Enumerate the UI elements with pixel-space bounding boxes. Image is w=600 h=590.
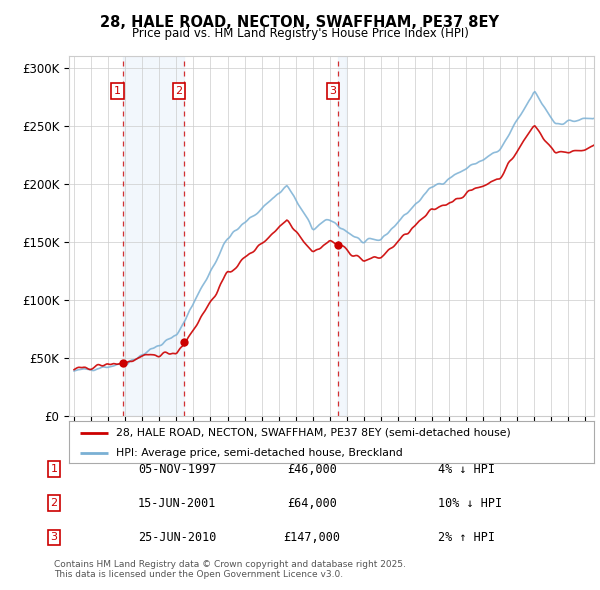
Text: 10% ↓ HPI: 10% ↓ HPI — [438, 497, 502, 510]
Text: 4% ↓ HPI: 4% ↓ HPI — [438, 463, 495, 476]
Text: 05-NOV-1997: 05-NOV-1997 — [138, 463, 217, 476]
Text: 1: 1 — [114, 86, 121, 96]
Text: 3: 3 — [50, 533, 58, 542]
Text: 2: 2 — [50, 499, 58, 508]
Text: Contains HM Land Registry data © Crown copyright and database right 2025.
This d: Contains HM Land Registry data © Crown c… — [54, 560, 406, 579]
Text: 25-JUN-2010: 25-JUN-2010 — [138, 531, 217, 544]
Text: £46,000: £46,000 — [287, 463, 337, 476]
Text: 2% ↑ HPI: 2% ↑ HPI — [438, 531, 495, 544]
Text: Price paid vs. HM Land Registry's House Price Index (HPI): Price paid vs. HM Land Registry's House … — [131, 27, 469, 40]
Text: 2: 2 — [175, 86, 182, 96]
Text: £147,000: £147,000 — [284, 531, 341, 544]
Text: HPI: Average price, semi-detached house, Breckland: HPI: Average price, semi-detached house,… — [116, 448, 403, 457]
Text: 15-JUN-2001: 15-JUN-2001 — [138, 497, 217, 510]
Text: 1: 1 — [50, 464, 58, 474]
Text: 28, HALE ROAD, NECTON, SWAFFHAM, PE37 8EY (semi-detached house): 28, HALE ROAD, NECTON, SWAFFHAM, PE37 8E… — [116, 428, 511, 438]
Bar — [338, 56, 346, 416]
Bar — [122, 56, 184, 416]
Text: £64,000: £64,000 — [287, 497, 337, 510]
Text: 3: 3 — [329, 86, 337, 96]
Text: 28, HALE ROAD, NECTON, SWAFFHAM, PE37 8EY: 28, HALE ROAD, NECTON, SWAFFHAM, PE37 8E… — [101, 15, 499, 30]
